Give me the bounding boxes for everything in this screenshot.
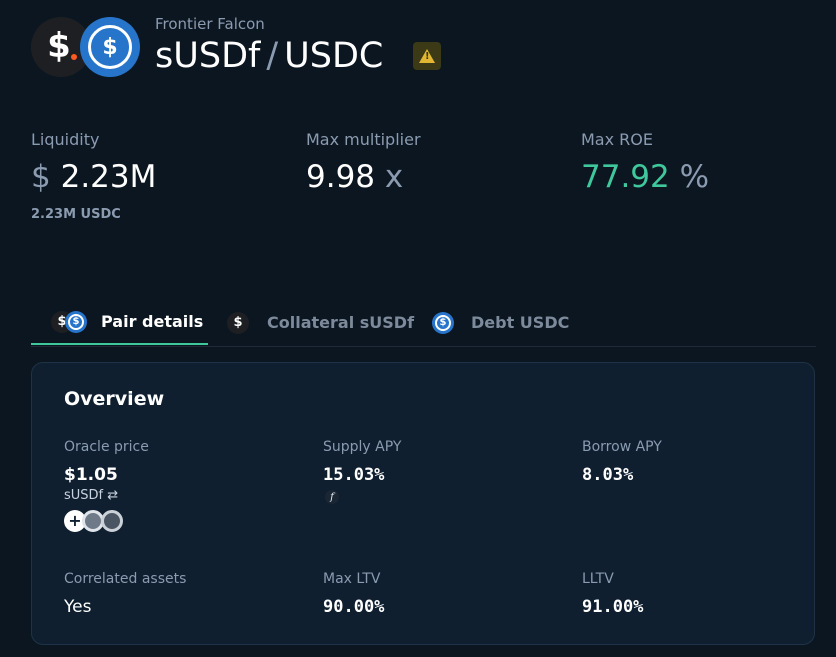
liquidity-sub: 2.23M USDC [31,207,121,222]
overview-title: Overview [64,388,165,410]
max-multiplier-label: Max multiplier [306,130,421,149]
percent-suffix: % [679,159,710,195]
oracle-source-icon[interactable]: + [64,510,86,532]
oracle-sources: + [64,510,134,534]
borrow-apy-label: Borrow APY [582,439,662,455]
max-ltv-field: Max LTV 90.00% [323,571,384,617]
liquidity-label: Liquidity [31,130,100,149]
usdc-token-icon: $ [80,17,140,77]
tab-label: Collateral sUSDf [267,313,415,332]
pair-separator: / [266,36,279,76]
borrow-apy-field: Borrow APY 8.03% [582,439,662,485]
multiplier-suffix: x [384,159,404,195]
protocol-name: Frontier Falcon [155,15,265,33]
oracle-price-label: Oracle price [64,439,149,455]
supply-apy-value: 15.03% [323,465,385,485]
liquidity-value: $ 2.23M [31,159,156,195]
oracle-quote-toggle[interactable]: sUSDf ⇄ [64,488,119,503]
max-ltv-value: 90.00% [323,597,385,617]
pair-header: $ $ Frontier Falcon sUSDf / USDC ! [31,13,731,83]
tab-debt[interactable]: $ Debt USDC [432,300,569,345]
tab-label: Debt USDC [471,313,570,332]
max-roe-value: 77.92 % [581,159,709,195]
supply-apy-field: Supply APY 15.03% f [323,439,401,504]
lltv-field: LLTV 91.00% [582,571,643,617]
collateral-symbol: sUSDf [155,36,261,76]
max-multiplier-value: 9.98 x [306,159,421,195]
token-pair-icons: $ $ [31,17,141,77]
oracle-source-icon[interactable] [101,510,123,532]
oracle-price-field: Oracle price $1.05 sUSDf ⇄ + [64,439,149,534]
lltv-value: 91.00% [582,597,644,617]
tab-collateral[interactable]: $ Collateral sUSDf [227,300,414,345]
correlated-assets-field: Correlated assets Yes [64,571,186,617]
reward-icon[interactable]: f [325,490,339,504]
pair-mini-icon: $ $ [51,310,89,333]
correlated-assets-value: Yes [64,597,92,617]
max-multiplier-amount: 9.98 [306,159,376,195]
supply-apy-label: Supply APY [323,439,402,455]
max-multiplier-stat: Max multiplier 9.98 x [306,130,421,195]
liquidity-stat: Liquidity $ 2.23M 2.23M USDC [31,130,156,222]
debt-symbol: USDC [284,36,384,76]
liquidity-amount: 2.23M [60,159,157,195]
usdc-token-icon: $ [432,311,454,334]
currency-prefix: $ [31,159,51,195]
correlated-assets-label: Correlated assets [64,571,187,587]
susdf-token-icon: $ [227,311,249,334]
oracle-price-value: $1.05 [64,465,118,485]
borrow-apy-value: 8.03% [582,465,634,485]
max-roe-label: Max ROE [581,130,653,149]
market-stats: Liquidity $ 2.23M 2.23M USDC Max multipl… [31,130,821,230]
page-title: sUSDf / USDC [155,36,383,76]
detail-tabs: $ $ Pair details $ Collateral sUSDf $ De… [31,300,816,347]
warning-mark: ! [425,51,430,62]
lltv-label: LLTV [582,571,614,587]
max-roe-stat: Max ROE 77.92 % [581,130,709,195]
usdc-token-icon: $ [65,310,87,333]
overview-card: Overview Oracle price $1.05 sUSDf ⇄ + Su… [31,362,815,645]
warning-icon[interactable]: ! [413,42,441,70]
max-ltv-label: Max LTV [323,571,381,587]
tab-label: Pair details [101,312,204,331]
max-roe-amount: 77.92 [581,159,670,195]
tab-pair-details[interactable]: $ $ Pair details [31,300,208,345]
